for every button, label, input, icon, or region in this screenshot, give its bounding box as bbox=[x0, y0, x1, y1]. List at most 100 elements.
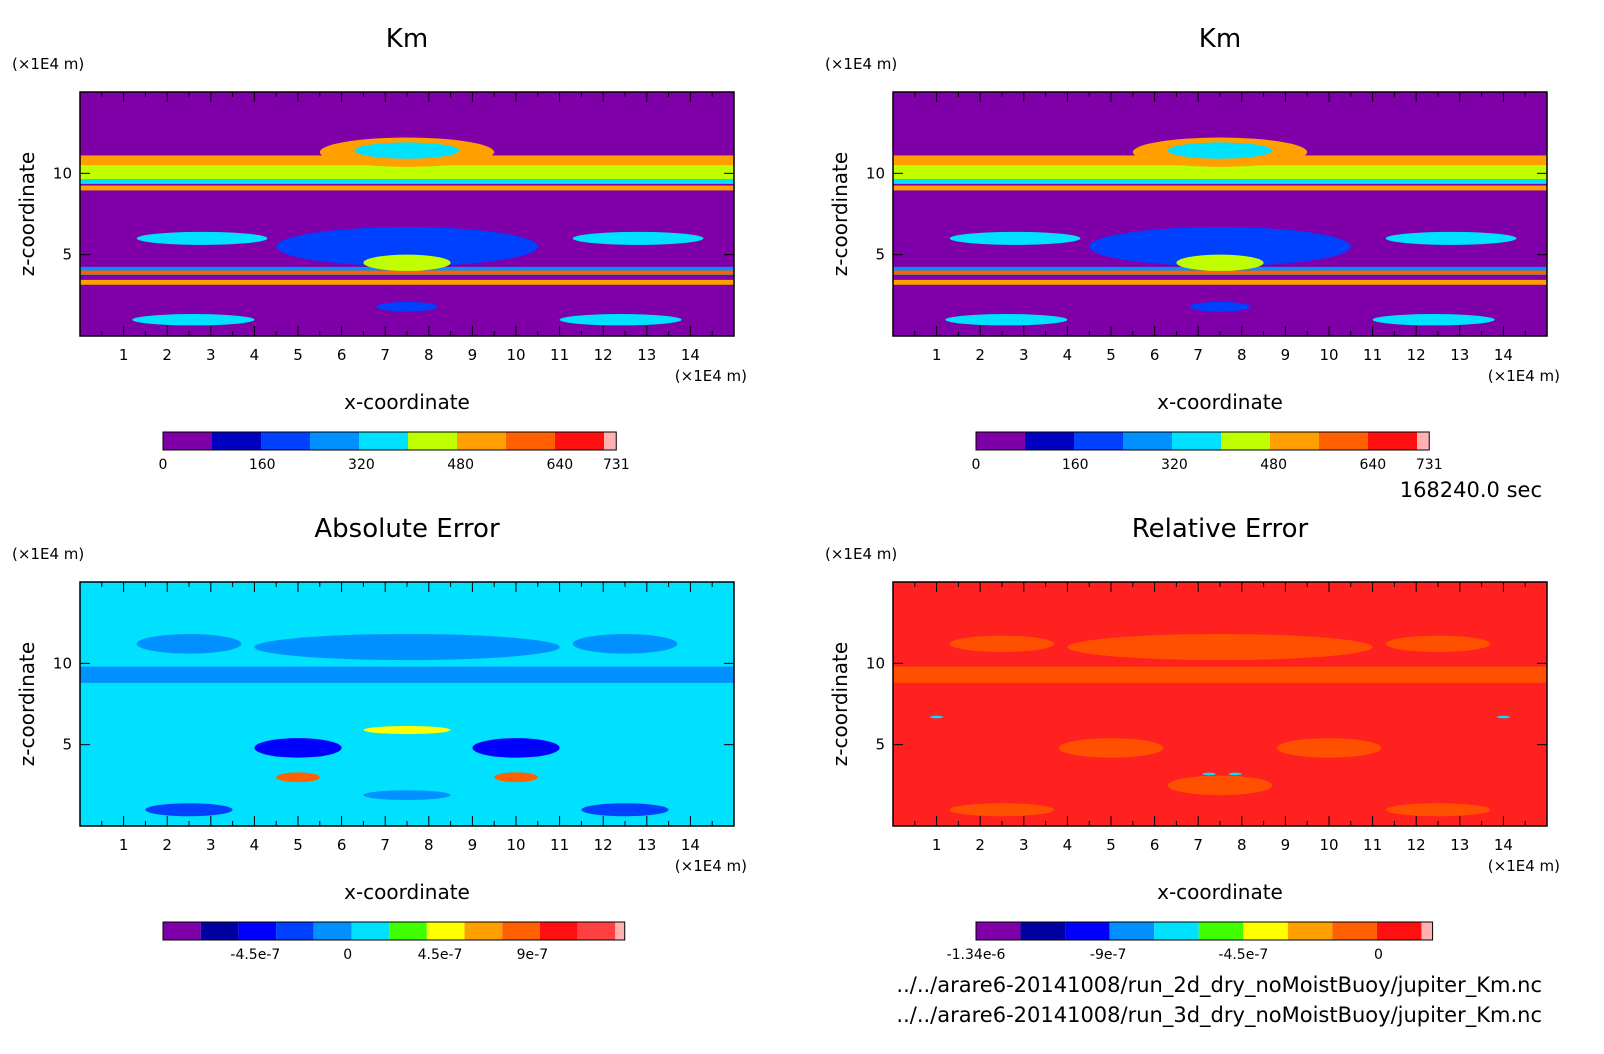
field-band bbox=[893, 279, 1547, 285]
colorbar-segment bbox=[310, 432, 359, 450]
colorbar-segment bbox=[976, 922, 1021, 940]
colorbar-frame bbox=[975, 431, 1430, 451]
colorbar-segment bbox=[555, 432, 604, 450]
field-contour bbox=[136, 634, 242, 654]
colorbar-tick-label: 320 bbox=[1161, 457, 1188, 473]
colorbar-segment bbox=[464, 922, 503, 940]
x-tick-label: 7 bbox=[1193, 346, 1203, 364]
colorbar-tick-label: 9e-7 bbox=[517, 947, 548, 963]
x-tick-label: 6 bbox=[337, 346, 347, 364]
colorbar-segment bbox=[1172, 432, 1221, 450]
colorbar-tick-label: -9e-7 bbox=[1090, 947, 1127, 963]
y-axis-label: z-coordinate bbox=[828, 642, 852, 766]
x-tick-label: 10 bbox=[506, 346, 525, 364]
field-background bbox=[80, 582, 734, 826]
y-tick-label: 5 bbox=[62, 736, 72, 754]
field-contour bbox=[1189, 301, 1251, 312]
x-tick-label: 8 bbox=[424, 836, 434, 854]
x-tick-label: 7 bbox=[1193, 836, 1203, 854]
x-tick-label: 5 bbox=[1106, 836, 1116, 854]
field-contour bbox=[1058, 738, 1164, 758]
field-band bbox=[80, 185, 734, 191]
colorbar-segment bbox=[426, 922, 465, 940]
field-contour bbox=[581, 803, 669, 817]
colorbar-segment bbox=[976, 432, 1025, 450]
field-contour bbox=[254, 738, 342, 758]
x-tick-label: 2 bbox=[975, 346, 985, 364]
colorbar-segment bbox=[577, 922, 616, 940]
x-tick-label: 3 bbox=[1019, 346, 1029, 364]
y-axis-label: z-coordinate bbox=[15, 642, 39, 766]
colorbar-segment bbox=[539, 922, 578, 940]
x-unit-label: (×1E4 m) bbox=[675, 857, 747, 875]
field-contour bbox=[1385, 231, 1517, 245]
field-contour bbox=[254, 634, 560, 661]
y-unit-label: (×1E4 m) bbox=[12, 55, 84, 73]
x-axis-label: x-coordinate bbox=[344, 390, 470, 414]
colorbar-segment bbox=[1270, 432, 1319, 450]
field-band bbox=[80, 279, 734, 285]
colorbar-segment bbox=[163, 432, 212, 450]
field-band bbox=[80, 179, 734, 184]
x-tick-label: 11 bbox=[1363, 836, 1382, 854]
colorbar-segment bbox=[1198, 922, 1244, 940]
field-contour bbox=[363, 790, 451, 800]
x-tick-label: 8 bbox=[424, 346, 434, 364]
colorbar-segment bbox=[1243, 922, 1288, 940]
field-contour bbox=[945, 314, 1068, 326]
x-tick-label: 1 bbox=[119, 836, 129, 854]
colorbar-segment bbox=[1025, 432, 1074, 450]
file-path-2: ../../arare6-20141008/run_3d_dry_noMoist… bbox=[896, 1003, 1542, 1028]
field-contour bbox=[494, 772, 538, 783]
plot-area bbox=[893, 582, 1547, 826]
x-tick-label: 5 bbox=[293, 346, 303, 364]
x-tick-label: 8 bbox=[1237, 346, 1247, 364]
field-contour bbox=[276, 227, 538, 267]
y-unit-label: (×1E4 m) bbox=[825, 545, 897, 563]
colorbar-segment bbox=[1221, 432, 1270, 450]
field-contour bbox=[1167, 142, 1273, 159]
colorbar-segment bbox=[1376, 922, 1422, 940]
colorbar-segment bbox=[1368, 432, 1417, 450]
x-tick-label: 10 bbox=[506, 836, 525, 854]
colorbar-segment bbox=[1065, 922, 1110, 940]
x-tick-label: 14 bbox=[1494, 836, 1513, 854]
panel-title: Absolute Error bbox=[314, 514, 500, 544]
field-contour bbox=[363, 254, 451, 271]
x-tick-label: 4 bbox=[250, 346, 260, 364]
colorbar-segment bbox=[1417, 432, 1430, 450]
colorbar-tick-label: 640 bbox=[546, 457, 573, 473]
x-tick-label: 9 bbox=[468, 836, 478, 854]
colorbar-segment bbox=[1020, 922, 1066, 940]
x-tick-label: 11 bbox=[1363, 346, 1382, 364]
field-contour bbox=[1385, 803, 1491, 817]
y-tick-label: 5 bbox=[62, 246, 72, 264]
colorbar-segment bbox=[1421, 922, 1433, 940]
x-unit-label: (×1E4 m) bbox=[1488, 367, 1560, 385]
x-tick-label: 12 bbox=[594, 836, 613, 854]
field-contour bbox=[1276, 738, 1382, 758]
colorbar-tick-label: 480 bbox=[447, 457, 474, 473]
x-tick-label: 9 bbox=[1281, 836, 1291, 854]
x-tick-label: 2 bbox=[975, 836, 985, 854]
field-contour bbox=[1202, 772, 1216, 776]
colorbar-segment bbox=[163, 922, 201, 940]
field-band bbox=[80, 666, 734, 683]
x-tick-label: 14 bbox=[681, 836, 700, 854]
y-unit-label: (×1E4 m) bbox=[825, 55, 897, 73]
colorbar-frame bbox=[162, 921, 626, 941]
field-contour bbox=[559, 314, 682, 326]
x-tick-label: 12 bbox=[594, 346, 613, 364]
colorbar-tick-label: 731 bbox=[603, 457, 630, 473]
x-tick-label: 8 bbox=[1237, 836, 1247, 854]
field-band bbox=[80, 270, 734, 275]
field-contour bbox=[1089, 227, 1351, 267]
field-band bbox=[893, 270, 1547, 275]
field-contour bbox=[145, 803, 233, 817]
x-tick-label: 5 bbox=[293, 836, 303, 854]
plot-area bbox=[80, 582, 734, 826]
x-tick-label: 6 bbox=[337, 836, 347, 854]
x-tick-label: 14 bbox=[681, 346, 700, 364]
x-tick-label: 12 bbox=[1407, 346, 1426, 364]
